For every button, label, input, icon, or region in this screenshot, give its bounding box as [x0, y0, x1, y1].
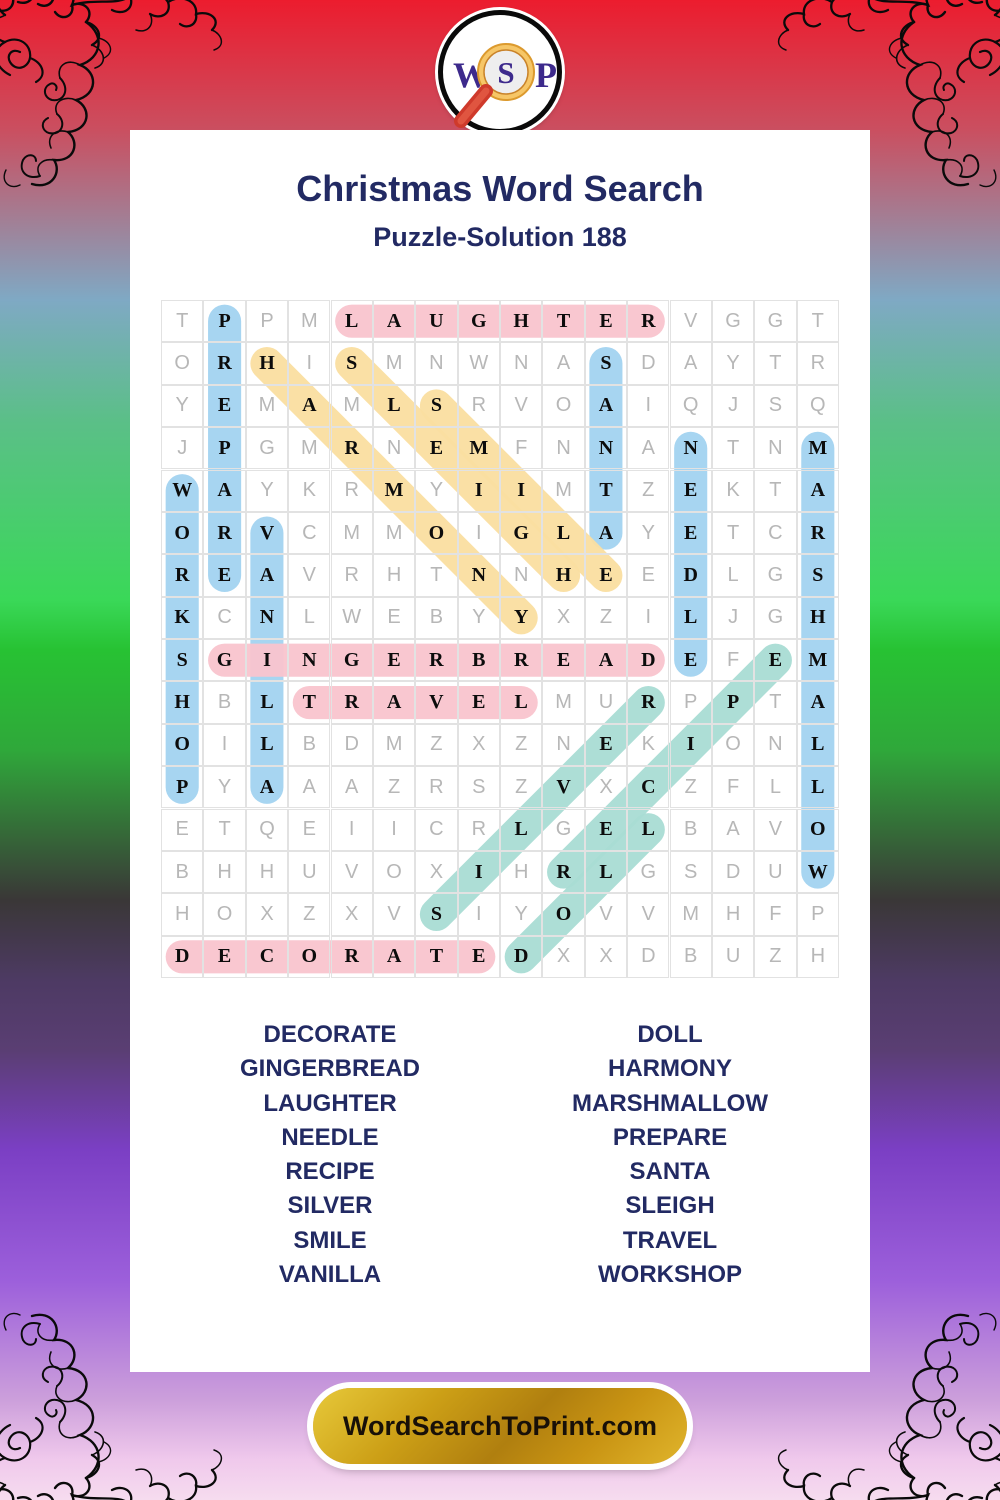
svg-text:P: P: [535, 55, 557, 95]
svg-text:S: S: [497, 55, 514, 90]
